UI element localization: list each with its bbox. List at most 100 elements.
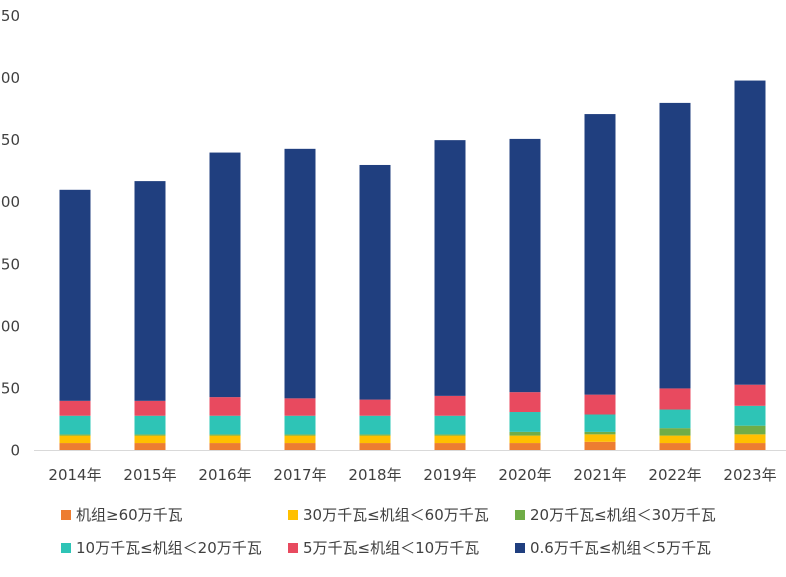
bar-segment (584, 431, 616, 435)
bar-stack (659, 102, 691, 451)
bar-stack (584, 114, 616, 451)
x-tick-label: 2018年 (348, 466, 401, 484)
bar-segment (509, 138, 541, 393)
y-tick-label: 350 (0, 7, 20, 25)
legend-item: 30万千瓦≤机组＜60万千瓦 (288, 506, 489, 524)
x-axis: 2014年 2015年 2016年 2017年 2018年 2019年 2020年 2021年… (48, 466, 776, 484)
legend-swatch (288, 510, 298, 520)
bar-segment (734, 80, 766, 385)
legend-swatch (515, 543, 525, 553)
bar-stack (209, 152, 241, 451)
y-tick-label: 100 (0, 317, 20, 335)
y-tick-label: 300 (0, 69, 20, 87)
bar-segment (509, 412, 541, 432)
bar-stack (509, 138, 541, 451)
bar-segment (434, 140, 466, 396)
legend-item: 20万千瓦≤机组＜30万千瓦 (515, 506, 716, 524)
legend-item: 10万千瓦≤机组＜20万千瓦 (61, 539, 262, 557)
bar-segment (584, 414, 616, 432)
legend-swatch (61, 543, 71, 553)
bar-segment (734, 405, 766, 426)
bar-stack (284, 148, 316, 451)
y-tick-label: 50 (1, 379, 20, 397)
bar-segment (209, 443, 241, 451)
bar-segment (584, 394, 616, 415)
bar-segment (284, 398, 316, 416)
bar-stack (359, 164, 391, 451)
bar-segment (359, 415, 391, 435)
bar-segment (659, 428, 691, 436)
legend-swatch (61, 510, 71, 520)
x-tick-label: 2014年 (48, 466, 101, 484)
x-tick-label: 2015年 (123, 466, 176, 484)
legend-label: 20万千瓦≤机组＜30万千瓦 (530, 506, 716, 524)
y-tick-label: 250 (0, 131, 20, 149)
bar-segment (659, 388, 691, 410)
bar-stack (134, 181, 166, 451)
bar-stack (734, 80, 766, 451)
bar-segment (734, 443, 766, 451)
bar-segment (209, 435, 241, 444)
bar-segment (734, 434, 766, 444)
bar-segment (209, 397, 241, 416)
bar-segment (359, 399, 391, 416)
bar-segment (434, 435, 466, 444)
bar-segment (734, 425, 766, 435)
legend-label: 机组≥60万千瓦 (76, 506, 183, 524)
x-tick-label: 2022年 (648, 466, 701, 484)
bar-segment (209, 415, 241, 435)
bar-segment (434, 415, 466, 435)
legend-label: 0.6万千瓦≤机组＜5万千瓦 (530, 539, 711, 557)
legend-swatch (515, 510, 525, 520)
bar-segment (209, 434, 241, 436)
bar-segment (509, 431, 541, 436)
bar-segment (434, 434, 466, 436)
bar-segment (284, 415, 316, 435)
bars (59, 80, 766, 451)
bar-segment (584, 114, 616, 395)
legend-swatch (288, 543, 298, 553)
bar-segment (284, 435, 316, 444)
bar-segment (134, 434, 166, 436)
bar-segment (659, 435, 691, 444)
legend: 机组≥60万千瓦 30万千瓦≤机组＜60万千瓦 20万千瓦≤机组＜30万千瓦 10万千… (61, 506, 716, 557)
bar-segment (659, 443, 691, 451)
legend-item: 5万千瓦≤机组＜10万千瓦 (288, 539, 479, 557)
y-tick-label: 150 (0, 255, 20, 273)
bar-segment (284, 434, 316, 436)
bar-segment (359, 435, 391, 444)
bar-segment (59, 400, 91, 416)
x-tick-label: 2017年 (273, 466, 326, 484)
x-tick-label: 2019年 (423, 466, 476, 484)
bar-stack (434, 140, 466, 451)
bar-segment (584, 434, 616, 442)
bar-segment (734, 384, 766, 406)
bar-segment (434, 395, 466, 416)
legend-label: 10万千瓦≤机组＜20万千瓦 (76, 539, 262, 557)
x-tick-label: 2021年 (573, 466, 626, 484)
bar-stack (59, 189, 91, 451)
bar-segment (134, 443, 166, 451)
y-tick-label: 0 (10, 442, 20, 460)
x-tick-label: 2023年 (723, 466, 776, 484)
bar-segment (209, 152, 241, 398)
bar-segment (359, 443, 391, 451)
bar-segment (284, 148, 316, 399)
legend-item: 0.6万千瓦≤机组＜5万千瓦 (515, 539, 711, 557)
y-axis: 0 50 100 150 200 250 300 350 (0, 7, 20, 460)
x-tick-label: 2016年 (198, 466, 251, 484)
bar-segment (59, 415, 91, 435)
bar-segment (59, 443, 91, 451)
legend-item: 机组≥60万千瓦 (61, 506, 183, 524)
bar-segment (659, 409, 691, 429)
bar-segment (584, 441, 616, 451)
bar-segment (359, 164, 391, 400)
legend-label: 5万千瓦≤机组＜10万千瓦 (303, 539, 479, 557)
bar-segment (134, 400, 166, 416)
x-tick-label: 2020年 (498, 466, 551, 484)
bar-segment (59, 434, 91, 436)
y-tick-label: 200 (0, 193, 20, 211)
bar-segment (434, 443, 466, 451)
